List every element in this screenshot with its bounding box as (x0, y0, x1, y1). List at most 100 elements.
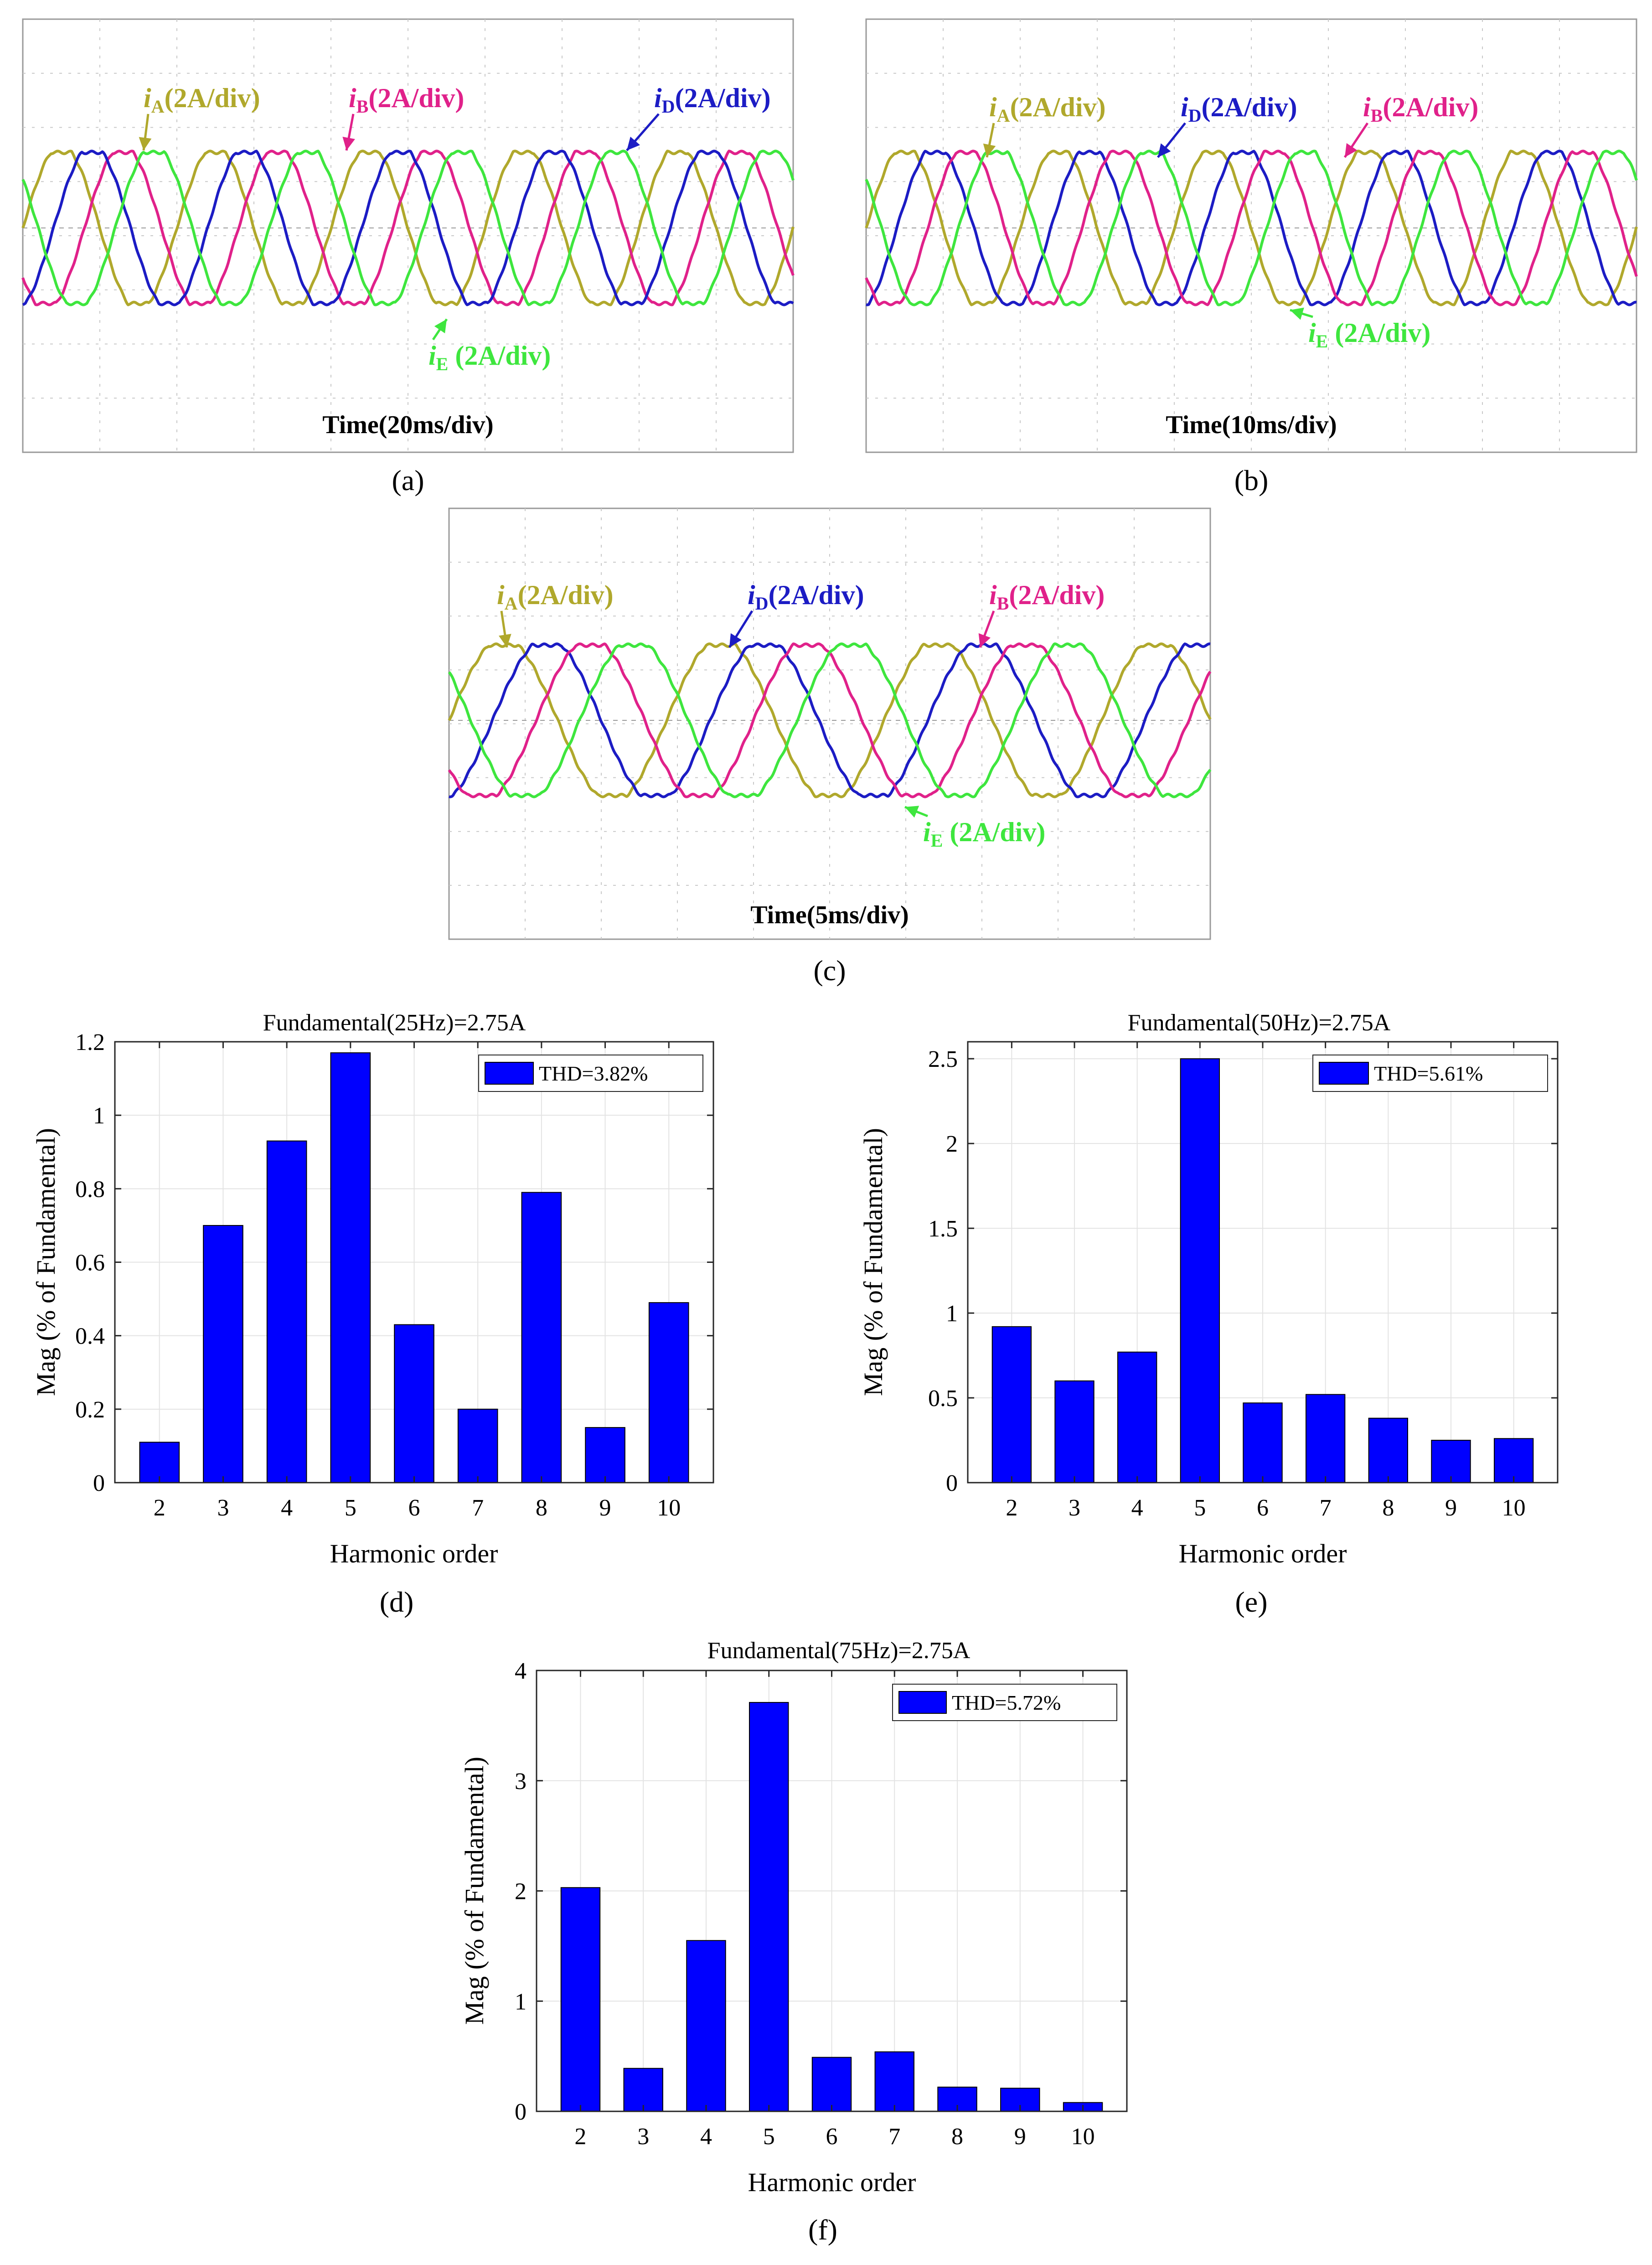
bar-harmonic-4 (686, 1940, 726, 2112)
y-tick-label: 1 (93, 1103, 105, 1129)
x-tick-label: 2 (154, 1495, 165, 1521)
x-tick-label: 4 (1131, 1495, 1143, 1521)
x-tick-label: 7 (1320, 1495, 1332, 1521)
y-tick-label: 2.5 (928, 1046, 958, 1072)
scope-frame (448, 507, 1211, 940)
y-axis-label: Mag (% of Fundamental) (31, 1128, 61, 1396)
bar-harmonic-8 (521, 1192, 562, 1483)
x-tick-label: 8 (1382, 1495, 1394, 1521)
scope-traces (21, 150, 795, 306)
bar-harmonic-8 (1368, 1417, 1408, 1483)
bar-harmonic-5 (1180, 1058, 1220, 1484)
y-tick-label: 0 (946, 1470, 958, 1496)
bar-harmonic-5 (749, 1702, 789, 2112)
bar-harmonic-4 (266, 1140, 307, 1483)
x-tick-label: 3 (217, 1495, 229, 1521)
bar-harmonic-9 (585, 1427, 625, 1483)
trace-ie (21, 150, 795, 306)
legend-label: THD=5.61% (1374, 1062, 1483, 1085)
y-tick-label: 3 (515, 1769, 527, 1794)
legend: THD=3.82% (478, 1055, 703, 1092)
trace-arrow-head (139, 137, 152, 150)
trace-label-ia: iA(2A/div) (144, 83, 260, 117)
bar-harmonic-10 (648, 1302, 689, 1483)
x-tick-label: 10 (1502, 1495, 1526, 1521)
bar-series (991, 1058, 1534, 1484)
scope-panel-c: iA(2A/div) iD(2A/div) iB(2A/div) iE (2A/div… (448, 507, 1212, 940)
trace-ib (865, 150, 1638, 306)
y-tick-label: 0.6 (75, 1250, 105, 1276)
trace-id (865, 150, 1637, 306)
trace-arrow-head (729, 633, 742, 647)
scope-traces (448, 642, 1212, 798)
y-tick-label: 0.4 (75, 1324, 105, 1350)
scope-time-label: Time(20ms/div) (322, 411, 493, 439)
x-tick-label: 4 (700, 2124, 712, 2150)
chart-title: Fundamental(50Hz)=2.75A (1128, 1010, 1391, 1036)
y-tick-label: 0 (93, 1470, 105, 1496)
y-axis-label: Mag (% of Fundamental) (858, 1128, 888, 1396)
chart-title: Fundamental(75Hz)=2.75A (707, 1638, 971, 1664)
x-axis-label: Harmonic order (330, 1539, 498, 1568)
trace-label-ie: iE (2A/div) (1308, 318, 1430, 352)
trace-label-id: iD(2A/div) (748, 580, 864, 614)
trace-ia (865, 150, 1638, 306)
bar-harmonic-6 (811, 2057, 852, 2112)
scope-labels: iA(2A/div) iD(2A/div) iB(2A/div) iE (2A/div… (983, 92, 1478, 352)
bar-chart-e: Fundamental(50Hz)=2.75A 0 0.5 1 1.5 2 2.5 2 3 4 5… (858, 1010, 1559, 1568)
trace-arrow-head (1158, 143, 1171, 157)
trace-label-id: iD(2A/div) (1181, 92, 1297, 126)
bar-harmonic-6 (1243, 1402, 1283, 1483)
panel-label-f: (f) (808, 2213, 837, 2246)
x-tick-label: 8 (951, 2124, 963, 2150)
x-tick-label: 3 (1069, 1495, 1080, 1521)
trace-label-id: iD(2A/div) (654, 83, 771, 117)
x-tick-label: 10 (657, 1495, 681, 1521)
x-tick-label: 4 (281, 1495, 293, 1521)
bar-harmonic-7 (1305, 1394, 1346, 1484)
bar-harmonic-3 (623, 2068, 663, 2112)
trace-arrow-head (499, 634, 511, 647)
trace-arrow-head (627, 136, 640, 150)
x-axis-label: Harmonic order (748, 2167, 916, 2197)
x-tick-label: 8 (536, 1495, 547, 1521)
bar-harmonic-9 (1431, 1440, 1471, 1484)
bar-harmonic-4 (1117, 1351, 1157, 1483)
x-tick-label: 2 (574, 2124, 586, 2150)
x-tick-label: 5 (1194, 1495, 1206, 1521)
trace-label-ie: iE (2A/div) (428, 341, 551, 374)
tick-labels: 0 0.2 0.4 0.6 0.8 1 1.2 2 3 4 5 6 7 8 9 10 (75, 1029, 713, 1521)
x-tick-label: 3 (637, 2124, 649, 2150)
trace-ib (21, 150, 795, 306)
x-tick-label: 6 (826, 2124, 838, 2150)
trace-label-ia: iA(2A/div) (497, 580, 614, 614)
x-tick-label: 6 (408, 1495, 420, 1521)
x-tick-label: 10 (1071, 2124, 1095, 2150)
bar-harmonic-7 (457, 1408, 498, 1483)
trace-ia (21, 150, 795, 306)
bar-series (560, 1702, 1103, 2112)
bar-harmonic-7 (874, 2051, 914, 2112)
chart-title: Fundamental(25Hz)=2.75A (263, 1010, 526, 1036)
bar-harmonic-3 (203, 1225, 243, 1484)
scope-labels: iA(2A/div) iD(2A/div) iB(2A/div) iE (2A/div… (497, 580, 1105, 851)
x-tick-label: 7 (472, 1495, 484, 1521)
panel-label-e: (e) (1235, 1586, 1267, 1618)
trace-label-ib: iB(2A/div) (989, 580, 1105, 614)
y-tick-label: 2 (946, 1131, 958, 1157)
trace-arrow-head (1290, 307, 1304, 320)
x-tick-label: 6 (1257, 1495, 1269, 1521)
bar-series (139, 1052, 689, 1484)
bar-harmonic-6 (394, 1324, 434, 1484)
trace-label-ie: iE (2A/div) (923, 817, 1045, 851)
x-tick-label: 9 (1445, 1495, 1457, 1521)
panel-label-a: (a) (392, 464, 424, 496)
trace-id (448, 642, 1211, 798)
y-tick-label: 2 (515, 1879, 527, 1905)
trace-arrow-head (1345, 143, 1358, 157)
y-tick-label: 1.5 (928, 1216, 958, 1242)
trace-ie (865, 150, 1638, 306)
y-tick-label: 1 (515, 1989, 527, 2015)
scope-traces (865, 150, 1638, 306)
